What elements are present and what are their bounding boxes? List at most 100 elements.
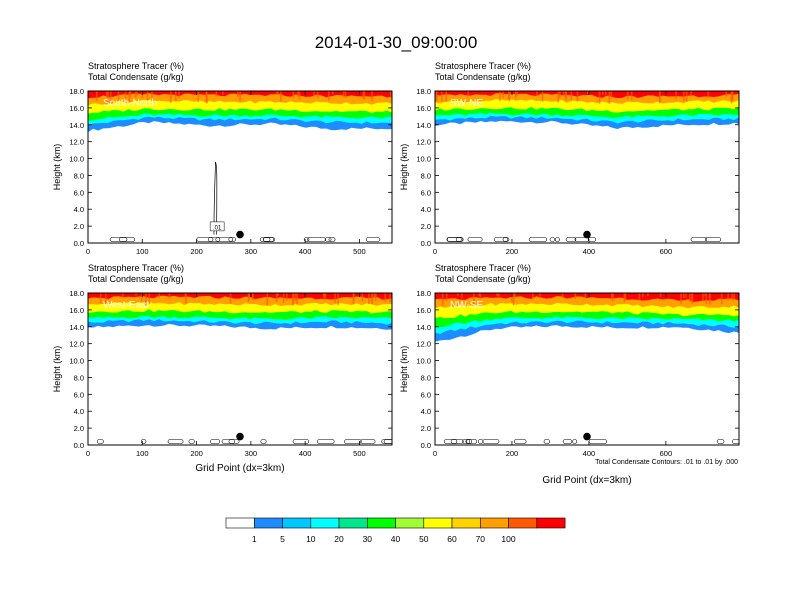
x-tick-label: 400 — [299, 247, 312, 256]
figure-title: 2014-01-30_09:00:00 — [314, 33, 478, 52]
tracer-streak — [375, 293, 377, 301]
tracer-streak — [691, 293, 693, 304]
tracer-streak — [507, 91, 510, 101]
tracer-streak — [96, 91, 98, 101]
y-tick-label: 6.0 — [421, 188, 431, 197]
condensate-contour — [344, 439, 362, 444]
condensate-contour — [462, 439, 470, 444]
convective-tower-contour — [213, 161, 218, 235]
tracer-streak — [508, 91, 511, 102]
colorbar-label: 40 — [391, 534, 401, 544]
colorbar-label: 20 — [334, 534, 344, 544]
tracer-streak — [511, 293, 513, 303]
condensate-contour — [494, 237, 509, 242]
tracer-streak — [175, 91, 177, 102]
condensate-contour — [587, 237, 597, 242]
plot-area — [435, 91, 739, 243]
tracer-streak — [237, 91, 239, 97]
tracer-streak — [574, 293, 577, 299]
x-tick-label: 0 — [433, 247, 437, 256]
tracer-streak — [514, 293, 516, 299]
y-tick-label: 8.0 — [421, 171, 431, 180]
tracer-streak — [342, 91, 345, 98]
colorbar-swatch — [310, 517, 340, 529]
plot-area — [435, 293, 739, 445]
tracer-streak — [683, 91, 685, 101]
condensate-contour — [228, 237, 236, 242]
tracer-streak — [239, 91, 241, 102]
tracer-streak — [441, 293, 444, 306]
tracer-streak — [282, 293, 285, 303]
colorbar-swatch — [479, 517, 509, 529]
y-tick-label: 0.0 — [421, 239, 431, 248]
panel-left-string-2: Total Condensate (g/kg) — [88, 72, 184, 82]
tracer-streak — [720, 293, 723, 304]
colorbar-swatch — [423, 517, 453, 529]
tracer-streak — [457, 293, 459, 297]
condensate-contour — [188, 439, 195, 444]
panel-left-string-1: Stratosphere Tracer (%) — [435, 61, 531, 71]
tracer-streak — [685, 91, 688, 102]
panel-left-string-1: Stratosphere Tracer (%) — [435, 263, 531, 273]
tracer-streak — [727, 293, 729, 301]
tracer-streak — [557, 91, 559, 103]
panel-title: NW-SE — [450, 300, 483, 311]
condensate-contour — [572, 439, 578, 444]
tracer-streak — [473, 293, 475, 306]
tracer-streak — [324, 293, 327, 300]
panel-frame — [87, 292, 393, 446]
tracer-streak — [725, 91, 728, 97]
x-tick-label: 0 — [86, 247, 90, 256]
tracer-streak — [105, 91, 108, 97]
y-tick-label: 18.0 — [69, 87, 84, 96]
colorbar-label: 100 — [501, 534, 515, 544]
tracer-streak — [435, 91, 437, 102]
colorbar-label: 1 — [252, 534, 257, 544]
condensate-contour — [167, 439, 184, 444]
y-tick-label: 18.0 — [416, 87, 431, 96]
condensate-contour — [208, 237, 221, 242]
panel-2: Stratosphere Tracer (%)Total Condensate … — [399, 61, 740, 256]
tracer-streak — [361, 293, 364, 302]
tracer-streak — [445, 91, 447, 102]
tracer-streak — [352, 293, 355, 305]
tracer-streak — [647, 293, 649, 297]
condensate-contour — [119, 237, 136, 242]
tracer-streak — [178, 91, 180, 98]
tracer-streak — [136, 91, 138, 96]
tracer-streak — [731, 293, 733, 301]
tracer-streak — [215, 91, 218, 97]
colorbar-swatch — [366, 517, 396, 529]
tracer-streak — [685, 293, 687, 298]
colorbar-swatch — [508, 517, 538, 529]
panel-left-string-2: Total Condensate (g/kg) — [88, 274, 184, 284]
tracer-streak — [441, 91, 443, 102]
condensate-contour — [109, 237, 128, 242]
tracer-streak — [327, 91, 330, 101]
tracer-streak — [197, 91, 200, 102]
tracer-streak — [316, 91, 319, 99]
tracer-streak — [659, 293, 662, 297]
tracer-streak — [539, 293, 541, 297]
tracer-streak — [298, 91, 301, 100]
condensate-contour — [482, 439, 500, 444]
tracer-streak — [559, 91, 561, 99]
tracer-streak — [389, 293, 391, 303]
condensate-contour — [292, 439, 309, 444]
y-axis-label: Height (km) — [399, 346, 409, 393]
y-tick-label: 10.0 — [416, 357, 431, 366]
tracer-streak — [296, 293, 298, 305]
tracer-streak — [436, 91, 438, 101]
x-tick-label: 200 — [506, 247, 519, 256]
y-tick-label: 14.0 — [416, 121, 431, 130]
tracer-streak — [322, 293, 325, 298]
panel-title: South-North — [103, 98, 157, 109]
colorbar-swatch — [225, 517, 255, 529]
panel-left-string-1: Stratosphere Tracer (%) — [88, 263, 184, 273]
colorbar-label: 70 — [476, 534, 486, 544]
tracer-streak — [368, 293, 370, 304]
tracer-streak — [561, 293, 564, 298]
tracer-streak — [129, 91, 132, 98]
panel-left-string-1: Stratosphere Tracer (%) — [88, 61, 184, 71]
tracer-streak — [292, 91, 295, 99]
